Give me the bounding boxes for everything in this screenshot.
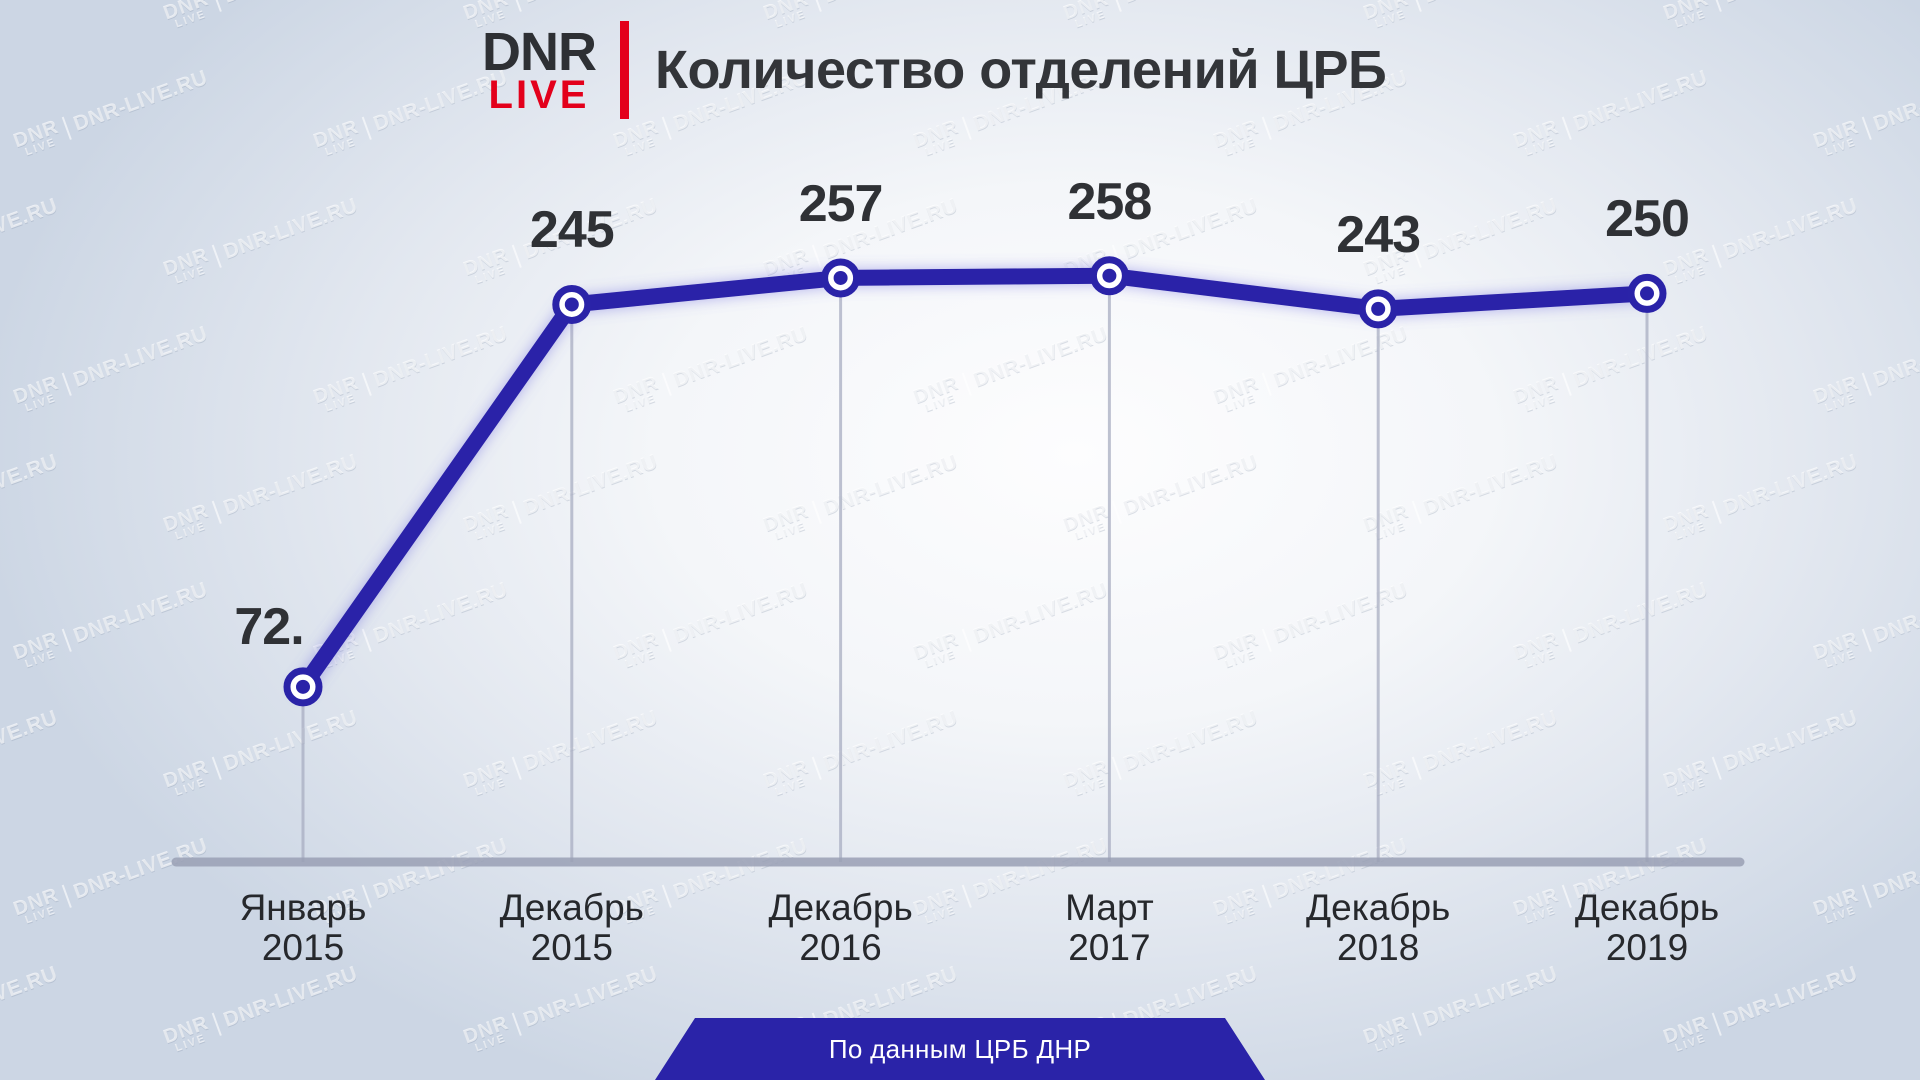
header: DNR LIVE Количество отделений ЦРБ xyxy=(0,0,1920,140)
x-axis-label: Март 2017 xyxy=(1065,888,1154,968)
value-label: 257 xyxy=(798,174,884,233)
x-axis-label-year: 2016 xyxy=(799,926,882,968)
value-label: 250 xyxy=(1605,190,1690,249)
x-axis-label-year: 2019 xyxy=(1605,926,1689,968)
data-point-markers xyxy=(283,256,1667,707)
x-axis-label: Декабрь 2018 xyxy=(1306,888,1450,968)
x-axis-label-year: 2017 xyxy=(1068,926,1151,968)
source-banner: По данным ЦРБ ДНР xyxy=(655,1018,1265,1080)
x-axis-label-month: Декабрь xyxy=(499,887,644,928)
x-axis-label-year: 2015 xyxy=(261,926,345,968)
dnr-live-logo: DNR LIVE xyxy=(482,21,597,118)
value-label: 72. xyxy=(234,597,304,656)
x-axis-label: Декабрь 2015 xyxy=(500,888,644,968)
x-axis-label-month: Январь xyxy=(239,887,367,928)
data-series xyxy=(295,267,1655,695)
source-banner-label: По данным ЦРБ ДНР xyxy=(828,1033,1092,1064)
x-axis-label-month: Декабрь xyxy=(1306,887,1451,928)
x-axis-label: Декабрь 2016 xyxy=(768,888,912,968)
value-label: 245 xyxy=(529,201,615,260)
x-axis-label-year: 2015 xyxy=(530,926,613,968)
x-axis-label-year: 2018 xyxy=(1337,926,1420,968)
drop-lines xyxy=(301,275,1649,862)
page-title: Количество отделений ЦРБ xyxy=(655,40,1387,100)
logo-divider xyxy=(620,21,629,119)
logo-live-text: LIVE xyxy=(488,73,590,118)
x-axis-label: Январь 2015 xyxy=(240,888,367,968)
x-axis-label-month: Декабрь xyxy=(768,887,913,928)
value-label: 243 xyxy=(1336,205,1421,264)
value-label: 258 xyxy=(1067,172,1153,231)
logo-dnr-text: DNR xyxy=(482,21,597,82)
x-axis-label: Декабрь 2019 xyxy=(1575,888,1719,968)
x-axis-label-month: Март xyxy=(1065,887,1154,928)
x-axis-label-month: Декабрь xyxy=(1574,887,1720,928)
